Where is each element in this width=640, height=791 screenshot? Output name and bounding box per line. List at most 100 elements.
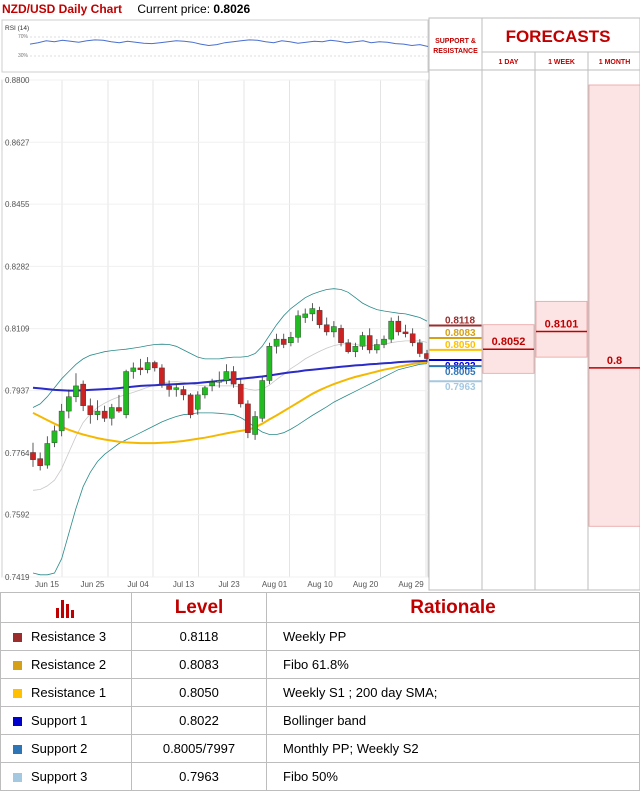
forecast-range (535, 300, 588, 358)
candle (359, 335, 366, 347)
candle (316, 310, 323, 325)
level-name-cell: Support 3 (0, 762, 132, 791)
y-tick-label: 0.8282 (5, 262, 30, 271)
bollinger-upper-line (32, 288, 428, 408)
candle (80, 383, 86, 406)
candle (345, 342, 352, 352)
sr-header-line: SUPPORT & (435, 38, 476, 45)
bollinger-lower-line (32, 363, 428, 576)
candle (73, 385, 79, 397)
candle (166, 385, 172, 390)
chart-title: NZD/USD Daily Chart (2, 2, 123, 16)
candle (352, 346, 359, 352)
level-name-cell: Resistance 3 (0, 622, 132, 651)
level-rationale: Fibo 50% (266, 762, 640, 791)
level-name: Resistance 3 (31, 629, 107, 644)
candle (395, 320, 402, 333)
candle (374, 344, 380, 351)
sma-blue-line (32, 359, 428, 392)
x-tick-label: Aug 20 (353, 580, 379, 589)
candle (366, 335, 373, 351)
forecast-range (588, 84, 640, 527)
x-tick-label: Jul 23 (218, 580, 240, 589)
candle (273, 338, 280, 347)
level-value: 0.8083 (131, 650, 267, 679)
candle (173, 387, 180, 390)
level-value: 0.8022 (131, 706, 267, 735)
forecast-col-label: 1 MONTH (599, 59, 631, 66)
current-price-value: 0.8026 (213, 2, 251, 16)
candle (130, 367, 137, 372)
level-color-swatch (13, 633, 22, 643)
rsi-line (29, 39, 429, 47)
bar-chart-logo-icon (56, 600, 74, 619)
x-tick-label: Jul 04 (127, 580, 149, 589)
candle (101, 410, 108, 419)
y-tick-label: 0.7592 (5, 511, 30, 520)
candle (295, 315, 301, 338)
y-tick-label: 0.7937 (5, 387, 30, 396)
y-tick-label: 0.8627 (5, 138, 30, 147)
sr-level-label: 0.8083 (445, 328, 476, 339)
candle (259, 380, 266, 419)
sma-yellow-line (32, 360, 428, 445)
levels-table: Level Rationale Resistance 3 0.8118 Weekly… (0, 592, 640, 791)
level-value: 0.7963 (131, 762, 267, 791)
rsi-level-label: 70% (18, 34, 29, 40)
level-rationale: Monthly PP; Weekly S2 (266, 734, 640, 763)
candle (123, 371, 129, 415)
forecast-value-label: 0.8101 (545, 319, 579, 331)
table-logo-cell (0, 592, 132, 623)
sr-level-label: 0.8118 (445, 315, 475, 326)
candle (87, 405, 94, 415)
candle (151, 362, 158, 369)
table-row: Resistance 1 0.8050 Weekly S1 ; 200 day SM… (0, 678, 640, 707)
sr-level-label: 0.8050 (445, 340, 476, 351)
level-color-swatch (13, 661, 22, 671)
level-rationale: Bollinger band (266, 706, 640, 735)
candle (58, 410, 65, 432)
level-rationale: Weekly S1 ; 200 day SMA; (266, 678, 640, 707)
level-name-cell: Support 2 (0, 734, 132, 763)
candle (323, 324, 330, 333)
level-name: Support 3 (31, 769, 88, 784)
price-chart: 0.8800 0.8627 0.8455 0.8282 0.8109 0.7937 0.77… (1, 17, 640, 591)
level-color-swatch (13, 717, 22, 727)
x-tick-label: Aug 10 (307, 580, 333, 589)
rationale-column-header: Rationale (266, 592, 640, 623)
table-row: Resistance 3 0.8118 Weekly PP (0, 622, 640, 651)
candle (230, 371, 237, 385)
x-tick-label: Aug 29 (398, 580, 424, 589)
sr-panel (428, 17, 483, 591)
table-row: Support 2 0.8005/7997 Monthly PP; Weekly S… (0, 734, 640, 763)
candle (187, 394, 194, 415)
y-tick-label: 0.7419 (5, 573, 30, 582)
candle (402, 331, 409, 334)
candle (108, 407, 115, 419)
sr-panel-header: SUPPORT & RESISTANCE (433, 38, 478, 55)
table-row: Support 1 0.8022 Bollinger band (0, 706, 640, 735)
candle (116, 407, 122, 412)
level-color-swatch (13, 773, 22, 783)
candle (288, 337, 294, 343)
candle (44, 443, 51, 466)
x-tick-label: Aug 01 (262, 580, 288, 589)
candle (180, 389, 187, 396)
candle (202, 387, 208, 396)
candle (30, 452, 36, 460)
forecast-value-label: 0.8 (607, 355, 622, 367)
y-tick-label: 0.8109 (5, 325, 30, 334)
rsi-label: RSI (14) (5, 25, 29, 32)
x-tick-label: Jun 15 (35, 580, 60, 589)
y-tick-label: 0.8800 (5, 76, 30, 85)
sr-header-line: RESISTANCE (433, 48, 478, 55)
candle (388, 320, 394, 340)
forecast-col-label: 1 WEEK (548, 59, 575, 66)
candle (94, 410, 101, 415)
rsi-panel (1, 19, 429, 73)
level-name: Resistance 1 (31, 685, 107, 700)
table-row: Resistance 2 0.8083 Fibo 61.8% (0, 650, 640, 679)
current-price-label: Current price: (137, 2, 211, 16)
level-color-swatch (13, 689, 22, 699)
y-tick-label: 0.7764 (5, 449, 30, 458)
